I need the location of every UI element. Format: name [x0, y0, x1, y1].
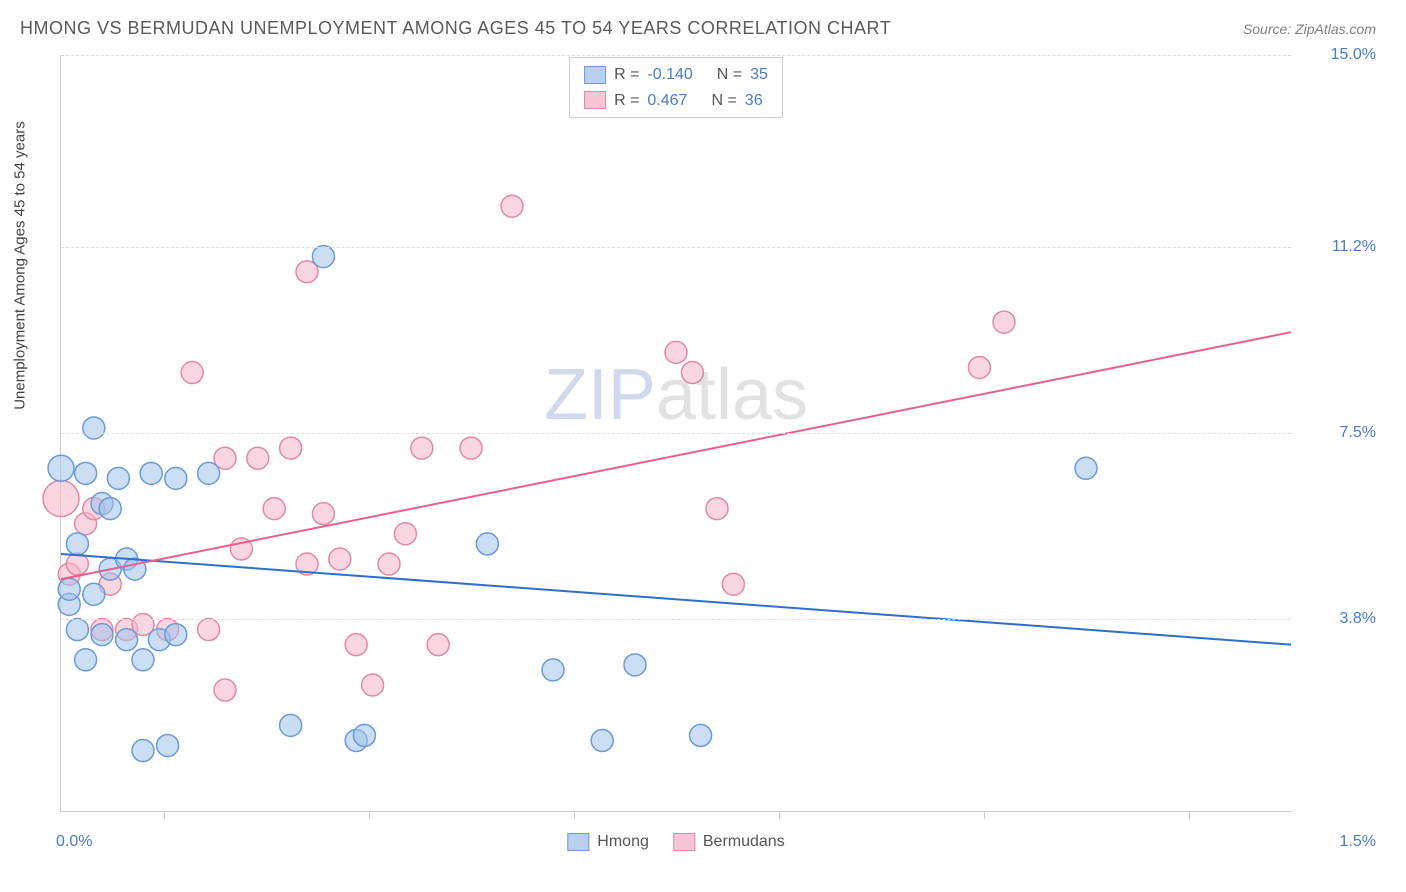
data-point [116, 629, 138, 651]
y-tick-label: 11.2% [1301, 238, 1376, 256]
legend-series-swatch-0 [567, 833, 589, 851]
data-point [706, 498, 728, 520]
data-point [263, 498, 285, 520]
data-point [48, 455, 74, 481]
data-point [665, 341, 687, 363]
data-point [968, 356, 990, 378]
x-tick [164, 811, 165, 819]
data-point [681, 362, 703, 384]
gridline [61, 55, 1291, 56]
data-point [165, 624, 187, 646]
data-point [124, 558, 146, 580]
data-point [66, 619, 88, 641]
data-point [75, 462, 97, 484]
chart-title: HMONG VS BERMUDAN UNEMPLOYMENT AMONG AGE… [20, 18, 891, 39]
data-point [58, 578, 80, 600]
data-point [157, 734, 179, 756]
data-point [75, 649, 97, 671]
legend-n-value-1: 36 [745, 88, 763, 114]
gridline [61, 433, 1291, 434]
data-point [690, 724, 712, 746]
legend-series-swatch-1 [673, 833, 695, 851]
legend-row-1: R = 0.467 N = 36 [584, 88, 768, 114]
data-point [378, 553, 400, 575]
data-point [198, 619, 220, 641]
x-axis-min-label: 0.0% [56, 833, 92, 851]
data-point [1075, 457, 1097, 479]
chart-container: Unemployment Among Ages 45 to 54 years Z… [50, 55, 1391, 862]
data-point [993, 311, 1015, 333]
data-point [591, 729, 613, 751]
x-axis-max-label: 1.5% [1301, 833, 1376, 851]
source-label: Source: ZipAtlas.com [1243, 21, 1376, 37]
data-point [140, 462, 162, 484]
y-tick-label: 7.5% [1301, 424, 1376, 442]
legend-row-0: R = -0.140 N = 35 [584, 62, 768, 88]
y-tick-label: 15.0% [1301, 46, 1376, 64]
data-point [312, 503, 334, 525]
data-point [66, 533, 88, 555]
data-point [353, 724, 375, 746]
legend-correlation: R = -0.140 N = 35 R = 0.467 N = 36 [569, 57, 783, 118]
legend-series-1: Bermudans [673, 833, 785, 851]
data-point [107, 467, 129, 489]
legend-series-0: Hmong [567, 833, 649, 851]
data-point [501, 195, 523, 217]
legend-swatch-1 [584, 91, 606, 109]
data-point [132, 740, 154, 762]
data-point [198, 462, 220, 484]
data-point [345, 634, 367, 656]
data-point [165, 467, 187, 489]
data-point [362, 674, 384, 696]
data-point [624, 654, 646, 676]
legend-r-value-0: -0.140 [647, 62, 692, 88]
data-point [411, 437, 433, 459]
data-point [329, 548, 351, 570]
x-tick [1189, 811, 1190, 819]
legend-series-label-1: Bermudans [703, 833, 785, 851]
legend-r-label-0: R = [614, 62, 639, 88]
data-point [132, 649, 154, 671]
data-point [99, 498, 121, 520]
gridline [61, 619, 1291, 620]
data-point [91, 624, 113, 646]
gridline [61, 247, 1291, 248]
legend-series: Hmong Bermudans [567, 833, 784, 851]
trend-line [61, 332, 1291, 579]
data-point [214, 679, 236, 701]
data-point [43, 481, 79, 517]
data-point [312, 246, 334, 268]
data-point [542, 659, 564, 681]
legend-n-label-0: N = [717, 62, 742, 88]
data-point [394, 523, 416, 545]
legend-n-label-1: N = [711, 88, 736, 114]
legend-series-label-0: Hmong [597, 833, 649, 851]
data-point [83, 583, 105, 605]
legend-swatch-0 [584, 66, 606, 84]
legend-n-value-0: 35 [750, 62, 768, 88]
data-point [247, 447, 269, 469]
data-point [460, 437, 482, 459]
data-point [280, 714, 302, 736]
data-point [427, 634, 449, 656]
x-tick [984, 811, 985, 819]
data-point [83, 417, 105, 439]
legend-r-value-1: 0.467 [647, 88, 687, 114]
data-point [722, 573, 744, 595]
legend-r-label-1: R = [614, 88, 639, 114]
y-tick-label: 3.8% [1301, 610, 1376, 628]
x-tick [369, 811, 370, 819]
plot-area: ZIPatlas R = -0.140 N = 35 R = 0.467 N =… [60, 55, 1291, 812]
trend-line [61, 554, 1291, 645]
x-tick [779, 811, 780, 819]
x-tick [574, 811, 575, 819]
data-point [181, 362, 203, 384]
y-axis-label: Unemployment Among Ages 45 to 54 years [12, 121, 29, 410]
data-point [280, 437, 302, 459]
data-point [476, 533, 498, 555]
